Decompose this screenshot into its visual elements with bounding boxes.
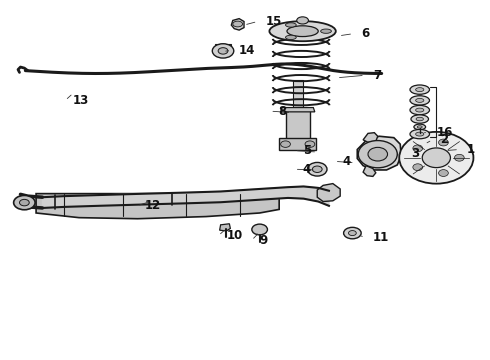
Ellipse shape — [14, 195, 35, 210]
Ellipse shape — [281, 141, 291, 147]
Ellipse shape — [368, 147, 388, 161]
Ellipse shape — [348, 230, 356, 235]
Polygon shape — [363, 166, 376, 176]
Ellipse shape — [416, 117, 423, 121]
Polygon shape — [357, 136, 401, 170]
Ellipse shape — [286, 23, 296, 27]
Polygon shape — [231, 19, 244, 30]
Ellipse shape — [270, 21, 336, 41]
Ellipse shape — [411, 115, 429, 123]
Ellipse shape — [20, 199, 29, 206]
Text: 6: 6 — [361, 27, 369, 40]
Ellipse shape — [439, 139, 448, 146]
Ellipse shape — [454, 154, 464, 161]
Text: 15: 15 — [266, 15, 282, 28]
Ellipse shape — [312, 166, 322, 172]
Ellipse shape — [413, 164, 422, 171]
Text: 8: 8 — [278, 105, 287, 118]
Ellipse shape — [416, 132, 424, 136]
Text: 1: 1 — [467, 143, 475, 156]
Ellipse shape — [422, 148, 450, 168]
Polygon shape — [220, 224, 230, 231]
Ellipse shape — [212, 44, 234, 58]
Ellipse shape — [416, 88, 424, 91]
Ellipse shape — [358, 140, 397, 168]
Text: 3: 3 — [411, 147, 419, 159]
Ellipse shape — [410, 130, 430, 139]
Polygon shape — [363, 133, 378, 142]
Text: 2: 2 — [440, 133, 448, 146]
Ellipse shape — [416, 98, 424, 102]
Polygon shape — [286, 110, 310, 140]
Ellipse shape — [439, 170, 448, 176]
Ellipse shape — [410, 96, 430, 105]
Polygon shape — [281, 108, 315, 112]
Polygon shape — [317, 184, 340, 202]
Ellipse shape — [233, 21, 243, 27]
Text: 10: 10 — [226, 229, 243, 242]
Ellipse shape — [417, 126, 422, 128]
Text: 9: 9 — [260, 234, 268, 247]
Ellipse shape — [410, 85, 430, 94]
Text: 4: 4 — [303, 163, 311, 176]
Text: 4: 4 — [343, 155, 351, 168]
Ellipse shape — [286, 35, 296, 40]
Text: 14: 14 — [239, 44, 255, 57]
Polygon shape — [279, 138, 316, 149]
Ellipse shape — [320, 29, 331, 33]
Ellipse shape — [218, 48, 228, 54]
Ellipse shape — [410, 105, 430, 115]
Text: 5: 5 — [303, 144, 311, 157]
Ellipse shape — [252, 224, 268, 235]
Ellipse shape — [416, 108, 424, 112]
Text: 13: 13 — [73, 94, 90, 107]
Ellipse shape — [308, 162, 327, 176]
Ellipse shape — [413, 145, 422, 152]
Polygon shape — [36, 194, 279, 219]
Ellipse shape — [399, 132, 473, 184]
Ellipse shape — [297, 17, 308, 24]
Ellipse shape — [414, 124, 426, 130]
Ellipse shape — [287, 26, 318, 37]
Polygon shape — [215, 44, 231, 48]
Ellipse shape — [305, 141, 315, 147]
Text: 11: 11 — [373, 231, 389, 244]
Polygon shape — [293, 80, 303, 110]
Polygon shape — [43, 186, 329, 208]
Ellipse shape — [343, 227, 361, 239]
Text: 7: 7 — [373, 69, 381, 82]
Text: 16: 16 — [436, 126, 453, 139]
Text: 12: 12 — [145, 199, 161, 212]
Polygon shape — [401, 140, 420, 166]
